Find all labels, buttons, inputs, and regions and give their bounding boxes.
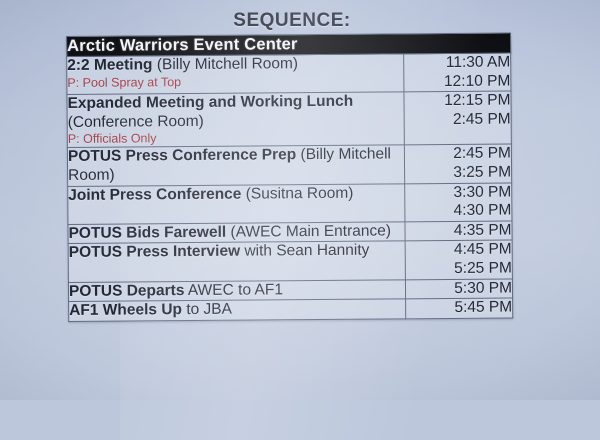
start-time: 4:35 PM: [453, 221, 512, 239]
event-title: POTUS Departs: [68, 281, 185, 300]
table-row: 2:2 Meeting (Billy Mitchell Room) P: Pool…: [66, 53, 511, 95]
event-title: Expanded Meeting and Working Lunch: [67, 92, 354, 113]
event-detail: (Susitna Room): [241, 184, 354, 203]
event-text: Joint Press Conference (Susitna Room): [68, 184, 404, 205]
event-cell: Expanded Meeting and Working Lunch (Conf…: [66, 92, 405, 148]
event-cell: Joint Press Conference (Susitna Room): [67, 183, 405, 225]
time-cell: 3:30 PM 4:30 PM: [404, 182, 512, 222]
event-title: 2:2 Meeting: [67, 56, 153, 74]
event-text: POTUS Departs AWEC to AF1: [69, 280, 405, 301]
event-cell: POTUS Departs AWEC to AF1: [68, 279, 406, 302]
event-text: Expanded Meeting and Working Lunch (Conf…: [67, 93, 403, 133]
schedule-table-wrapper: Arctic Warriors Event Center 2:2 Meeting…: [66, 32, 514, 322]
time-cell: 4:45 PM 5:25 PM: [405, 240, 513, 280]
start-time: 12:15 PM: [444, 91, 511, 110]
event-title: POTUS Bids Farewell: [68, 223, 227, 242]
table-row: POTUS Press Interview with Sean Hannity 4…: [68, 240, 513, 283]
start-time: 5:30 PM: [454, 279, 513, 297]
event-detail: with Sean Hannity: [240, 241, 370, 260]
time-cell: 5:30 PM: [405, 278, 513, 299]
event-text: AF1 Wheels Up to JBA: [69, 299, 405, 320]
table-row: POTUS Press Conference Prep (Billy Mitch…: [67, 144, 512, 187]
event-cell: AF1 Wheels Up to JBA: [68, 298, 406, 322]
time-cell: 11:30 AM 12:10 PM: [403, 53, 511, 93]
event-note: P: Pool Spray at Top: [67, 74, 182, 90]
event-detail: (Conference Room): [67, 112, 204, 131]
event-title: POTUS Press Conference Prep: [67, 146, 297, 166]
end-time: 2:45 PM: [452, 110, 511, 128]
schedule-table-body: Arctic Warriors Event Center 2:2 Meeting…: [66, 33, 513, 322]
event-cell: 2:2 Meeting (Billy Mitchell Room) P: Pool…: [66, 53, 404, 95]
event-title: AF1 Wheels Up: [69, 301, 183, 320]
time-cell: 5:45 PM: [405, 298, 513, 319]
event-detail: (AWEC Main Entrance): [226, 222, 392, 241]
printed-schedule-sheet: SEQUENCE: Arctic Warriors Event Center 2…: [66, 0, 540, 440]
time-cell: 2:45 PM 3:25 PM: [404, 144, 512, 184]
page-title: SEQUENCE:: [233, 10, 351, 31]
sequence-table: Arctic Warriors Event Center 2:2 Meeting…: [66, 32, 514, 322]
event-text: POTUS Press Conference Prep (Billy Mitch…: [68, 146, 404, 186]
start-time: 11:30 AM: [445, 53, 511, 72]
event-detail: (Billy Mitchell Room): [152, 55, 299, 74]
table-row: Expanded Meeting and Working Lunch (Conf…: [66, 91, 512, 148]
time-cell: 4:35 PM: [404, 220, 513, 242]
event-text: POTUS Press Interview with Sean Hannity: [69, 242, 405, 263]
time-cell: 12:15 PM 2:45 PM: [403, 91, 512, 146]
event-title: Joint Press Conference: [68, 185, 242, 204]
end-time: 12:10 PM: [443, 72, 511, 90]
start-time: 4:45 PM: [453, 240, 512, 259]
event-detail: AWEC to AF1: [184, 280, 283, 299]
end-time: 5:25 PM: [454, 259, 512, 277]
event-detail: to JBA: [181, 300, 233, 319]
venue-header-label: Arctic Warriors Event Center: [67, 35, 298, 55]
event-title: POTUS Press Interview: [68, 242, 241, 262]
end-time: 4:30 PM: [453, 201, 512, 220]
start-time: 5:45 PM: [454, 298, 513, 317]
start-time: 3:30 PM: [453, 183, 512, 201]
event-text: POTUS Bids Farewell (AWEC Main Entrance): [68, 222, 404, 243]
table-row: AF1 Wheels Up to JBA 5:45 PM: [68, 298, 513, 322]
event-cell: POTUS Bids Farewell (AWEC Main Entrance): [67, 221, 406, 244]
event-cell: POTUS Press Interview with Sean Hannity: [68, 241, 406, 283]
start-time: 2:45 PM: [453, 144, 512, 163]
table-row: Joint Press Conference (Susitna Room) 3:3…: [67, 182, 512, 225]
end-time: 3:25 PM: [453, 163, 512, 181]
event-cell: POTUS Press Conference Prep (Billy Mitch…: [67, 145, 405, 187]
